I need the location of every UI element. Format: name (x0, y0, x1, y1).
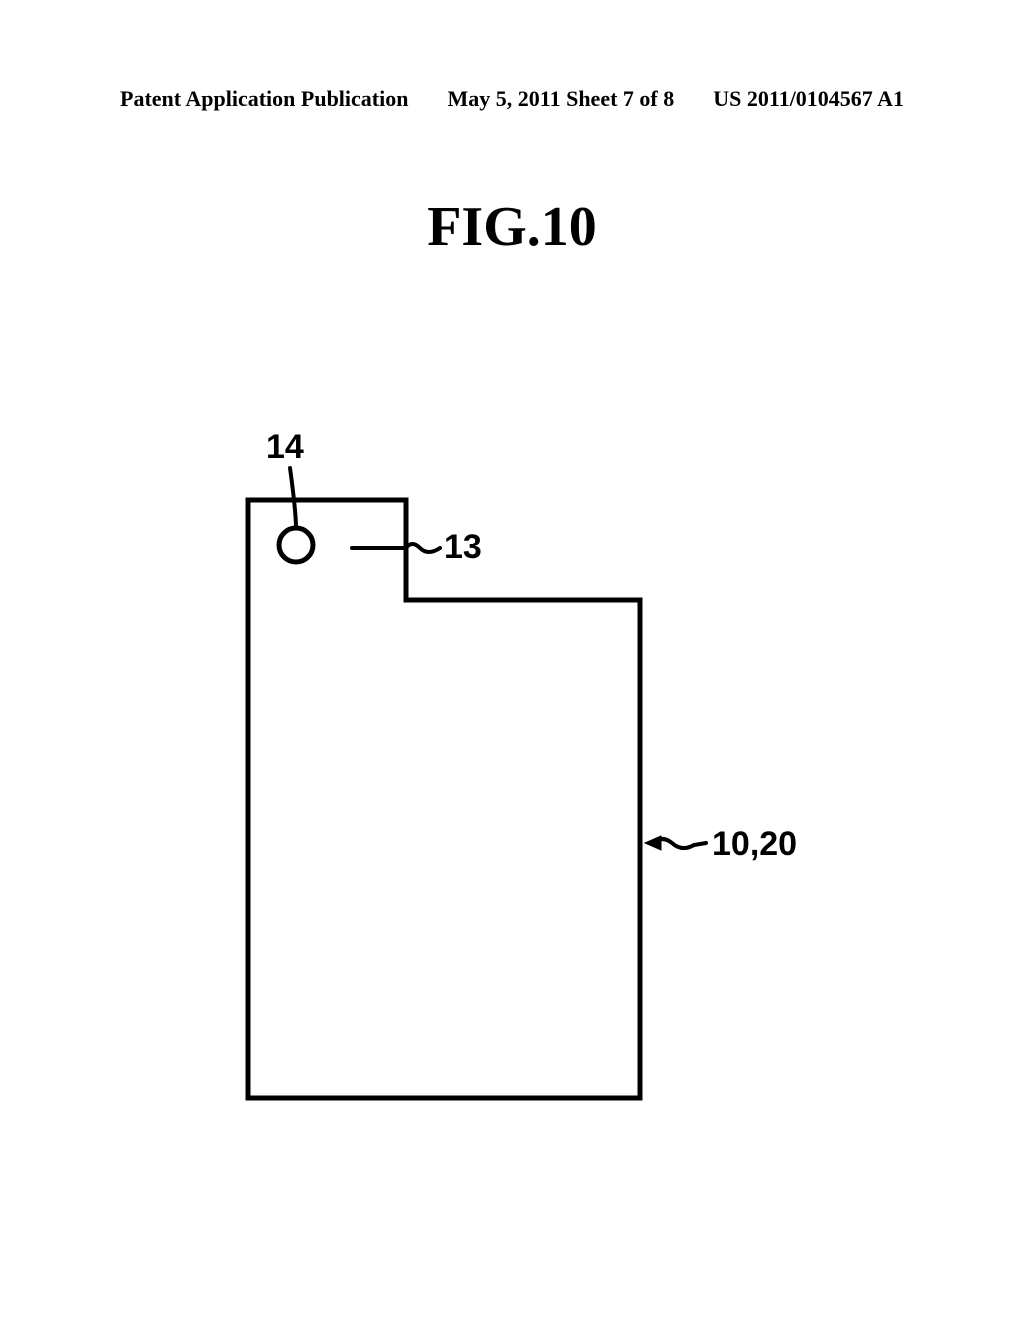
figure-diagram (0, 0, 1024, 1320)
ref-label-14: 14 (266, 428, 304, 467)
ref-label-13: 13 (444, 528, 482, 567)
ref-label-10-20: 10,20 (712, 825, 797, 864)
patent-page: Patent Application Publication May 5, 20… (0, 0, 1024, 1320)
